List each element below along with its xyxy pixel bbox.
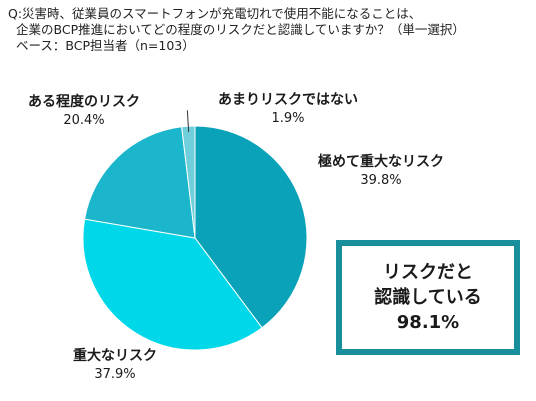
question-line-1: Q:災害時、従業員のスマートフォンが充電切れで使用不能になることは、: [8, 6, 422, 21]
label-some-risk: ある程度のリスク 20.4%: [4, 92, 164, 130]
risk-awareness-callout: リスクだと 認識している 98.1%: [336, 240, 520, 355]
callout-value: 98.1%: [396, 312, 460, 333]
question-text: Q:災害時、従業員のスマートフォンが充電切れで使用不能になることは、 企業のBC…: [8, 6, 528, 54]
label-extreme-risk-pct: 39.8%: [360, 173, 402, 188]
label-little-risk: あまりリスクではない 1.9%: [188, 90, 388, 128]
leader-line-little-risk: [186, 110, 190, 133]
label-little-risk-pct: 1.9%: [271, 111, 305, 126]
slice-serious-risk: [82, 218, 263, 351]
label-extreme-risk: 極めて重大なリスク 39.8%: [296, 152, 466, 190]
label-serious-risk-name: 重大なリスク: [73, 348, 157, 364]
label-extreme-risk-name: 極めて重大なリスク: [318, 154, 444, 170]
label-serious-risk: 重大なリスク 37.9%: [50, 346, 180, 384]
callout-line-2: 認識している: [374, 287, 482, 308]
slice-some-risk: [84, 126, 196, 239]
label-little-risk-name: あまりリスクではない: [218, 92, 358, 108]
label-some-risk-pct: 20.4%: [63, 113, 105, 128]
label-serious-risk-pct: 37.9%: [94, 367, 136, 382]
callout-line-1: リスクだと: [383, 262, 473, 283]
slice-extreme-risk: [194, 125, 308, 329]
label-some-risk-name: ある程度のリスク: [28, 94, 140, 110]
question-line-2: 企業のBCP推進においてどの程度のリスクだと認識していますか？（単一選択）: [16, 22, 465, 37]
question-base: ベース：BCP担当者（n=103）: [16, 38, 195, 53]
